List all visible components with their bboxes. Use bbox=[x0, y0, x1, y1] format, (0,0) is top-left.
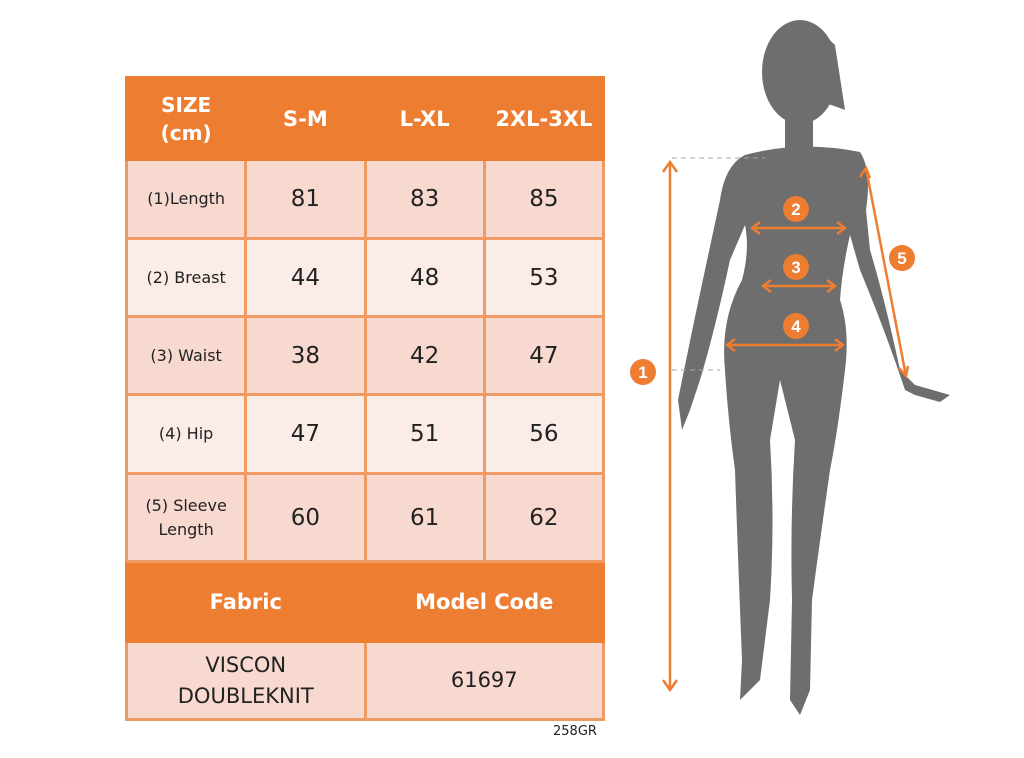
table-row: (2) Breast 44 48 53 bbox=[124, 237, 606, 318]
table-row: (3) Waist 38 42 47 bbox=[124, 315, 606, 396]
fabric-value: VISCON DOUBLEKNIT bbox=[125, 640, 367, 721]
cell: 48 bbox=[363, 237, 486, 318]
row-label: (3) Waist bbox=[124, 315, 248, 396]
row-label-line: Length bbox=[158, 519, 214, 539]
model-code-header: Model Code bbox=[363, 560, 605, 643]
cell: 61 bbox=[363, 472, 486, 563]
marker-label: 1 bbox=[638, 363, 647, 382]
marker-label: 3 bbox=[791, 258, 800, 277]
measurement-arrows bbox=[661, 159, 910, 693]
col-header: L-XL bbox=[363, 76, 486, 161]
size-chart-table: SIZE (cm) S-M L-XL 2XL-3XL (1)Length 81 8… bbox=[124, 76, 606, 721]
cell: 51 bbox=[363, 393, 486, 475]
cell: 38 bbox=[244, 315, 367, 396]
fabric-line: VISCON bbox=[205, 652, 287, 677]
cell: 56 bbox=[482, 393, 606, 475]
col-header: S-M bbox=[244, 76, 367, 161]
marker-badges: 1 2 3 4 5 bbox=[630, 196, 915, 385]
marker-4 bbox=[783, 313, 809, 339]
table-row: (4) Hip 47 51 56 bbox=[124, 393, 606, 475]
marker-label: 4 bbox=[791, 317, 801, 336]
marker-3 bbox=[783, 254, 809, 280]
model-code-value: 61697 bbox=[363, 640, 605, 721]
header-row: SIZE (cm) S-M L-XL 2XL-3XL bbox=[124, 76, 606, 161]
marker-label: 5 bbox=[897, 249, 906, 268]
product-code: 258GR bbox=[553, 724, 597, 739]
row-label: (2) Breast bbox=[124, 237, 248, 318]
cell: 42 bbox=[363, 315, 486, 396]
cell: 85 bbox=[482, 158, 606, 240]
marker-1 bbox=[630, 359, 656, 385]
cell: 83 bbox=[363, 158, 486, 240]
cell: 53 bbox=[482, 237, 606, 318]
cell: 60 bbox=[244, 472, 367, 563]
body-silhouette bbox=[678, 20, 950, 715]
col-header: 2XL-3XL bbox=[482, 76, 606, 161]
guide-lines bbox=[672, 157, 765, 371]
row-label-line: (5) Sleeve bbox=[145, 495, 227, 515]
row-label: (4) Hip bbox=[124, 393, 248, 475]
size-header: SIZE (cm) bbox=[124, 76, 248, 161]
fabric-line: DOUBLEKNIT bbox=[177, 683, 314, 708]
table-row: (5) Sleeve Length 60 61 62 bbox=[124, 472, 606, 563]
size-header-unit: (cm) bbox=[160, 120, 212, 145]
cell: 47 bbox=[244, 393, 367, 475]
row-label: (1)Length bbox=[124, 158, 248, 240]
row-label: (5) Sleeve Length bbox=[124, 472, 248, 563]
cell: 81 bbox=[244, 158, 367, 240]
table-row: (1)Length 81 83 85 bbox=[124, 158, 606, 240]
footer-row: VISCON DOUBLEKNIT 61697 bbox=[125, 640, 605, 721]
footer-header-row: Fabric Model Code bbox=[125, 560, 605, 643]
size-header-line: SIZE bbox=[161, 92, 212, 117]
cell: 62 bbox=[482, 472, 606, 563]
cell: 44 bbox=[244, 237, 367, 318]
cell: 47 bbox=[482, 315, 606, 396]
marker-label: 2 bbox=[791, 200, 800, 219]
marker-5 bbox=[889, 245, 915, 271]
marker-2 bbox=[783, 196, 809, 222]
fabric-header: Fabric bbox=[125, 560, 367, 643]
